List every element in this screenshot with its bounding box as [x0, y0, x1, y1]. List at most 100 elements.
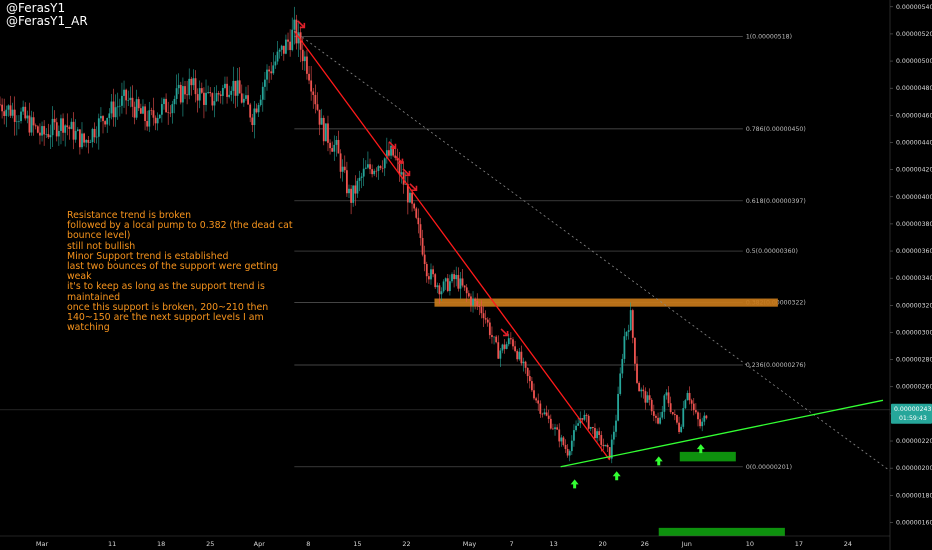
fib-level-label: 0.786(0.00000450) [746, 126, 806, 133]
candle-body [26, 115, 29, 119]
time-axis-label: 11 [108, 540, 116, 548]
note-line: Minor Support trend is established [67, 250, 229, 262]
price-axis-label: 0.00000380 [896, 221, 932, 228]
candle-body [293, 19, 296, 30]
time-axis[interactable]: Mar 11 18 25 Apr 8 15 22 May 7 13 20 26 Jun 10 17 24 [0, 535, 890, 548]
fib-level-label: 0.618(0.00000397) [746, 198, 806, 205]
up-arrow-icon [612, 471, 621, 481]
candle-body [642, 389, 645, 392]
candle-body [680, 426, 683, 433]
candles [0, 6, 708, 464]
price-axis-label: 0.00000440 [896, 139, 932, 146]
candle-body [259, 99, 262, 106]
candle-body [152, 110, 155, 118]
candle-body [615, 420, 617, 432]
up-arrow-icon [654, 456, 663, 466]
candle-body [705, 415, 708, 419]
candle-body [470, 296, 472, 306]
candle-body [512, 339, 514, 347]
candle-body [0, 104, 1, 106]
candle-body [507, 338, 510, 345]
candle-body [93, 128, 96, 138]
candle-body [413, 203, 416, 209]
candle-body [322, 117, 325, 142]
candle-body [312, 91, 315, 95]
candle-body [280, 45, 283, 50]
candle-body [224, 83, 226, 88]
candle-body [606, 444, 609, 448]
price-axis-label: 0.00000520 [896, 31, 932, 38]
candle-body [333, 144, 336, 152]
candle-body [432, 269, 434, 275]
candle-body [373, 170, 376, 175]
candle-body [564, 444, 567, 449]
candle-body [18, 121, 20, 122]
candle-body [362, 168, 365, 177]
candle-body [596, 431, 598, 439]
candle-body [434, 274, 437, 288]
candle-body [74, 130, 77, 140]
price-axis-label: 0.00000420 [896, 167, 932, 174]
candle-body [682, 408, 685, 427]
candle-body [341, 166, 344, 172]
candle-body [539, 403, 542, 414]
candle-body [453, 274, 456, 280]
candle-body [587, 415, 590, 429]
candle-body [190, 78, 193, 86]
time-axis-label: 22 [402, 540, 410, 548]
price-axis-label: 0.00000160 [896, 519, 932, 526]
price-tag-box [891, 403, 932, 424]
candle-body [488, 322, 491, 336]
candle-body [278, 49, 281, 52]
candle-body [650, 399, 653, 412]
candle-body [701, 421, 704, 427]
candle-body [537, 400, 540, 404]
candle-body [318, 109, 321, 125]
candle-body [699, 419, 701, 427]
candle-body [188, 78, 191, 96]
candle-body [528, 376, 531, 382]
candle-body [310, 80, 313, 92]
candle-body [467, 293, 470, 297]
candle-body [354, 185, 357, 194]
price-axis[interactable]: 0.00000540 0.00000520 0.00000500 0.00000480… [889, 0, 932, 550]
candle-body [15, 121, 18, 123]
candle-body [173, 98, 176, 105]
candle-body [591, 426, 594, 429]
candle-body [402, 172, 405, 185]
candle-body [409, 192, 411, 203]
candle-body [598, 431, 601, 436]
trendline-long-term [294, 30, 891, 472]
candle-body [43, 126, 46, 135]
candle-body [465, 287, 468, 294]
signal-arrows [297, 20, 705, 489]
candle-body [461, 278, 464, 286]
candle-body [144, 106, 146, 122]
candle-body [371, 169, 374, 175]
candle-body [367, 164, 369, 168]
candle-body [213, 101, 216, 106]
candle-body [474, 298, 477, 302]
candle-body [182, 86, 184, 103]
candle-body [520, 351, 523, 364]
candle-body [87, 140, 90, 143]
down-arrow-icon [500, 328, 509, 337]
candle-body [57, 130, 60, 137]
trend-lines [293, 30, 891, 472]
candle-body [123, 89, 125, 96]
candle-body [558, 429, 561, 442]
candle-body [179, 84, 182, 103]
candle-body [47, 134, 50, 138]
candle-body [196, 94, 199, 101]
candle-body [612, 431, 615, 440]
candle-body [583, 414, 586, 420]
candle-body [287, 39, 289, 42]
candle-body [659, 417, 662, 424]
price-tag-value: 0.00000243 [894, 406, 931, 413]
time-axis-label: 15 [353, 540, 361, 548]
candle-body [327, 123, 329, 143]
down-arrow-icon [395, 156, 404, 164]
candle-body [655, 415, 657, 418]
candle-body [629, 310, 632, 331]
